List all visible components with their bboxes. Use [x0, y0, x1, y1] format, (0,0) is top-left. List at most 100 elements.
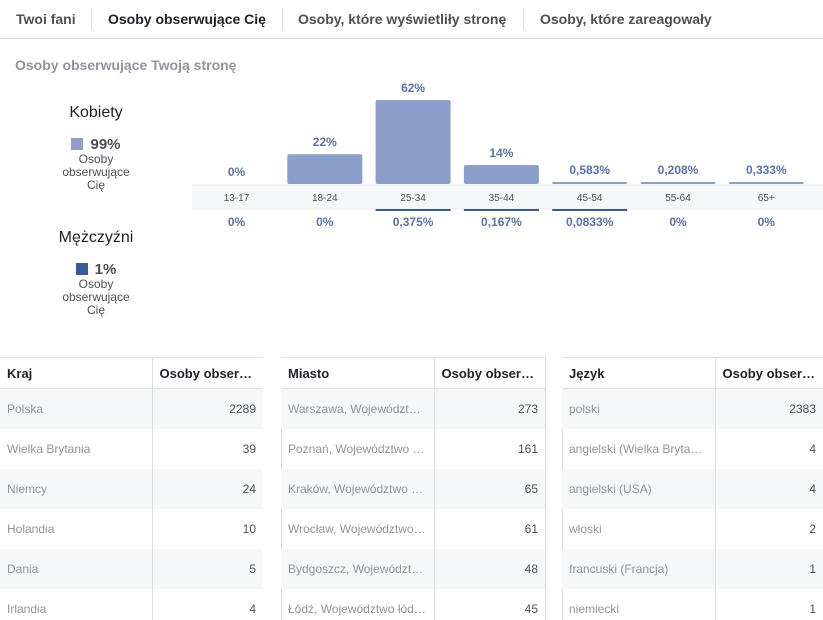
country-value-cell: 2289 — [151, 388, 263, 429]
table-row[interactable]: Holandia 10 — [0, 509, 263, 549]
table-row[interactable]: włoski 2 — [562, 509, 823, 549]
language-column-header[interactable]: Język — [562, 357, 715, 389]
women-bar-35-44 — [463, 165, 539, 184]
language-name-cell: angielski (Wielka Brytania) — [569, 442, 711, 456]
country-name-cell: Polska — [0, 388, 152, 429]
table-row[interactable]: Dania 5 — [0, 549, 263, 589]
city-name-cell: Kraków, Województwo małopolskie — [281, 469, 434, 509]
tab-people-viewed-page[interactable]: Osoby, które wyświetliły stronę — [298, 11, 507, 27]
gender-men-sub-3: Cię — [86, 303, 105, 317]
city-name-cell: Warszawa, Województwo mazowieckie — [281, 388, 434, 429]
table-row[interactable]: francuski (Francja) 1 — [562, 549, 823, 589]
tab-bar: Twoi fani Osoby obserwujące Cię Osoby, k… — [0, 0, 823, 39]
women-bar-65+ — [728, 182, 804, 184]
city-value-cell: 45 — [433, 589, 545, 620]
language-value-column-header[interactable]: Osoby obserwujące Cię — [714, 357, 823, 389]
women-value-label: 0,208% — [658, 163, 699, 177]
language-value-cell: 4 — [714, 469, 823, 509]
language-name-cell: niemiecki — [569, 602, 620, 616]
language-name-cell: francuski (Francja) — [562, 549, 715, 589]
country-value-cell: 5 — [151, 549, 263, 589]
age-category-label: 13-17 — [224, 193, 250, 204]
table-row[interactable]: Warszawa, Województwo mazowieckie273 — [281, 388, 545, 429]
language-value-cell: 1 — [714, 549, 823, 589]
country-name-cell: Wielka Brytania — [7, 442, 91, 456]
table-divider — [545, 357, 546, 620]
age-gender-chart: 0% 13-17 0% 22% 18-24 0% 62% 25-34 0,375% 14% 35-4… — [192, 81, 823, 229]
country-table: Kraj Osoby obserwujące Cię Polska2289Wie… — [0, 357, 263, 620]
tab-followers[interactable]: Osoby obserwujące Cię — [108, 11, 266, 27]
women-bar-55-64 — [640, 182, 716, 184]
men-value-label: 0,167% — [481, 215, 522, 229]
country-value-column-header[interactable]: Osoby obserwujące Cię — [151, 357, 263, 389]
women-value-label: 14% — [489, 146, 513, 160]
table-row[interactable]: Wrocław, Województwo dolnośląskie61 — [281, 509, 545, 549]
gender-women-percent: 99% — [90, 136, 121, 153]
tab-your-fans[interactable]: Twoi fani — [16, 11, 76, 27]
women-bar-18-24 — [287, 154, 363, 184]
city-value-cell: 48 — [433, 549, 545, 589]
country-value-cell: 10 — [151, 509, 263, 549]
gender-men-title: Mężczyźni — [58, 229, 134, 246]
women-bar-45-54 — [552, 182, 628, 184]
men-bar-25-34 — [375, 209, 451, 211]
gender-women-sub-3: Cię — [86, 178, 105, 192]
gender-women-sub-2: obserwujące — [62, 165, 130, 179]
age-category-label: 45-54 — [577, 193, 603, 204]
city-table: Miasto Osoby obserwujące Cię Warszawa, W… — [281, 357, 545, 620]
gender-women-title: Kobiety — [69, 104, 123, 121]
language-table: Język Osoby obserwujące Cię polski2383an… — [562, 357, 823, 620]
age-category-label: 18-24 — [312, 193, 338, 204]
tab-divider — [282, 8, 283, 30]
men-bar-45-54 — [552, 209, 628, 211]
language-value-cell: 1 — [714, 589, 823, 620]
city-name-cell: Łódź, Województwo łódzkie — [288, 602, 434, 616]
women-bar-25-34 — [375, 100, 451, 184]
table-row[interactable]: Wielka Brytania 39 — [0, 429, 263, 469]
age-category-label: 25-34 — [400, 193, 426, 204]
gender-men: Mężczyźni 1% Osoby obserwujące Cię — [36, 229, 156, 317]
language-name-cell: polski — [562, 388, 715, 429]
table-row[interactable]: angielski (USA) 4 — [562, 469, 823, 509]
country-column-header[interactable]: Kraj — [0, 357, 152, 389]
men-bar-35-44 — [463, 209, 539, 211]
men-value-label: 0% — [758, 215, 776, 229]
table-row[interactable]: Poznań, Województwo wielkopolskie161 — [281, 429, 545, 469]
table-row[interactable]: angielski (Wielka Brytania) 4 — [562, 429, 823, 469]
women-value-label: 0,333% — [746, 163, 787, 177]
men-value-label: 0% — [228, 215, 246, 229]
men-color-swatch — [75, 263, 88, 275]
table-row[interactable]: Kraków, Województwo małopolskie65 — [281, 469, 545, 509]
city-value-column-header[interactable]: Osoby obserwujące Cię — [433, 357, 545, 389]
country-value-cell: 24 — [151, 469, 263, 509]
city-name-cell: Bydgoszcz, Województwo kujawsko-pomorski… — [281, 549, 434, 589]
women-value-label: 62% — [401, 81, 425, 95]
city-value-cell: 61 — [433, 509, 545, 549]
women-color-swatch — [71, 138, 84, 150]
table-row[interactable]: Irlandia 4 — [0, 589, 263, 620]
language-value-cell: 2383 — [714, 388, 823, 429]
city-value-cell: 273 — [433, 388, 545, 429]
table-row[interactable]: Bydgoszcz, Województwo kujawsko-pomorski… — [281, 549, 545, 589]
men-value-label: 0,0833% — [566, 215, 614, 229]
city-name-cell: Poznań, Województwo wielkopolskie — [288, 442, 434, 456]
section-title: Osoby obserwujące Twoją stronę — [15, 57, 237, 73]
gender-men-sub-1: Osoby — [78, 277, 114, 291]
table-row[interactable]: niemiecki 1 — [562, 589, 823, 620]
gender-men-sub-2: obserwujące — [62, 290, 130, 304]
tab-people-engaged[interactable]: Osoby, które zareagowały — [540, 11, 712, 27]
country-value-cell: 4 — [151, 589, 263, 620]
tab-divider — [91, 8, 92, 30]
city-name-cell: Wrocław, Województwo dolnośląskie — [288, 522, 434, 536]
women-value-label: 22% — [313, 135, 337, 149]
table-row[interactable]: Niemcy 24 — [0, 469, 263, 509]
table-row[interactable]: Łódź, Województwo łódzkie 45 — [281, 589, 545, 620]
age-category-label: 55-64 — [665, 193, 691, 204]
gender-women: Kobiety 99% Osoby obserwujące Cię — [36, 104, 156, 192]
country-value-cell: 39 — [151, 429, 263, 469]
table-row[interactable]: Polska 2289 — [0, 388, 263, 429]
table-row[interactable]: polski 2383 — [562, 388, 823, 429]
city-column-header[interactable]: Miasto — [281, 357, 434, 389]
country-name-cell: Dania — [0, 549, 152, 589]
language-name-cell: angielski (USA) — [562, 469, 715, 509]
